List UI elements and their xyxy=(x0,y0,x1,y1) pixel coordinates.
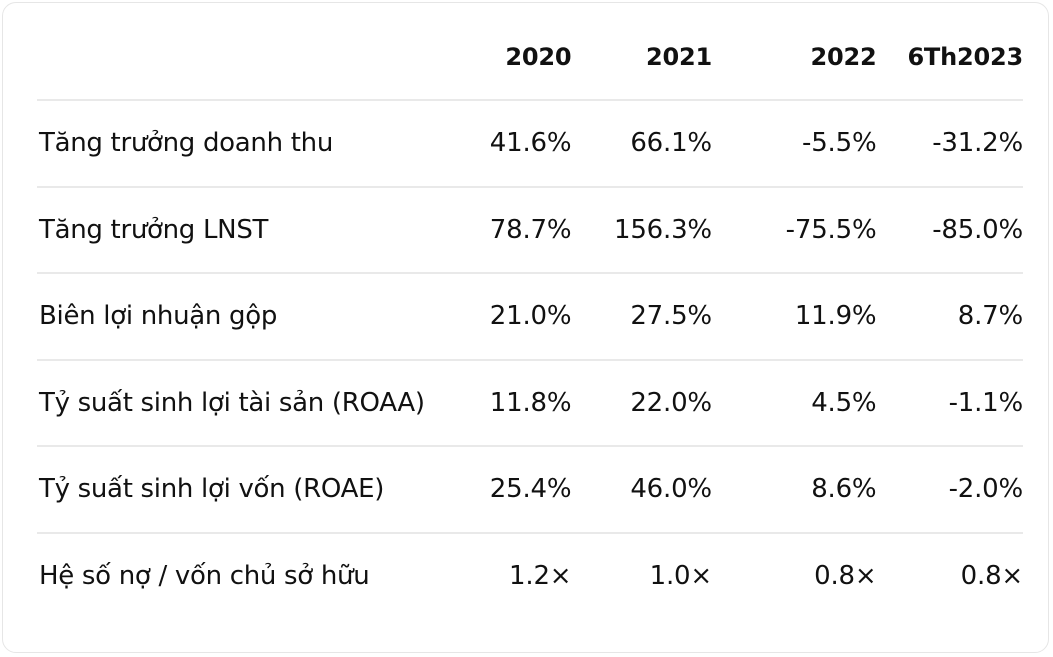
header-6th2023: 6Th2023 xyxy=(907,43,1023,71)
row-value: -1.1% xyxy=(948,387,1024,418)
row-value: 66.1% xyxy=(630,128,712,159)
row-value: 11.8% xyxy=(489,387,572,418)
row-value: 0.8× xyxy=(814,560,877,591)
row-value: 27.5% xyxy=(630,301,712,332)
row-value: -2.0% xyxy=(948,474,1024,505)
row-value: -85.0% xyxy=(932,214,1023,245)
row-label: Tỷ suất sinh lợi vốn (ROAE) xyxy=(39,474,385,505)
row-value: 0.8× xyxy=(960,560,1024,591)
row-value: -31.2% xyxy=(932,128,1023,159)
row-value: 1.2× xyxy=(509,560,572,591)
table-row: Tăng trưởng LNST 78.7% 156.3% -75.5% -85… xyxy=(37,185,1023,273)
row-label: Tăng trưởng doanh thu xyxy=(39,128,333,159)
table-row: Tỷ suất sinh lợi vốn (ROAE) 25.4% 46.0% … xyxy=(37,445,1023,532)
row-value: 8.7% xyxy=(957,301,1023,332)
row-label: Tăng trưởng LNST xyxy=(39,214,269,245)
table-row: Tăng trưởng doanh thu 41.6% 66.1% -5.5% … xyxy=(37,99,1023,186)
row-value: 21.0% xyxy=(489,301,572,332)
row-value: -75.5% xyxy=(785,214,877,245)
row-value: 8.6% xyxy=(811,474,877,505)
header-year-2022: 2022 xyxy=(810,43,877,71)
table-row: Hệ số nợ / vốn chủ sở hữu 1.2× 1.0× 0.8×… xyxy=(37,531,1024,619)
header-year-2020: 2020 xyxy=(505,43,572,71)
row-value: 78.7% xyxy=(489,214,572,245)
header-year-2021: 2021 xyxy=(645,43,712,71)
row-value: 11.9% xyxy=(794,301,877,332)
row-value: 22.0% xyxy=(630,387,712,418)
row-label: Biên lợi nhuận gộp xyxy=(39,301,278,332)
row-label: Hệ số nợ / vốn chủ sở hữu xyxy=(39,560,370,591)
row-value: 156.3% xyxy=(614,214,712,245)
financial-metrics-table: 2020 2021 2022 6Th2023 Tăng trưởng doanh… xyxy=(37,15,1023,618)
row-value: 1.0× xyxy=(649,560,713,591)
row-value: 41.6% xyxy=(489,128,572,159)
row-value: 46.0% xyxy=(630,474,712,505)
table-row: Tỷ suất sinh lợi tài sản (ROAA) 11.8% 22… xyxy=(37,358,1024,446)
row-value: 25.4% xyxy=(489,474,572,505)
table-row: Biên lợi nhuận gộp 21.0% 27.5% 11.9% 8.7… xyxy=(37,272,1023,359)
row-value: -5.5% xyxy=(802,128,877,159)
row-value: 4.5% xyxy=(811,387,877,418)
row-label: Tỷ suất sinh lợi tài sản (ROAA) xyxy=(39,387,425,418)
table-header-row: 2020 2021 2022 6Th2023 xyxy=(37,15,1023,99)
